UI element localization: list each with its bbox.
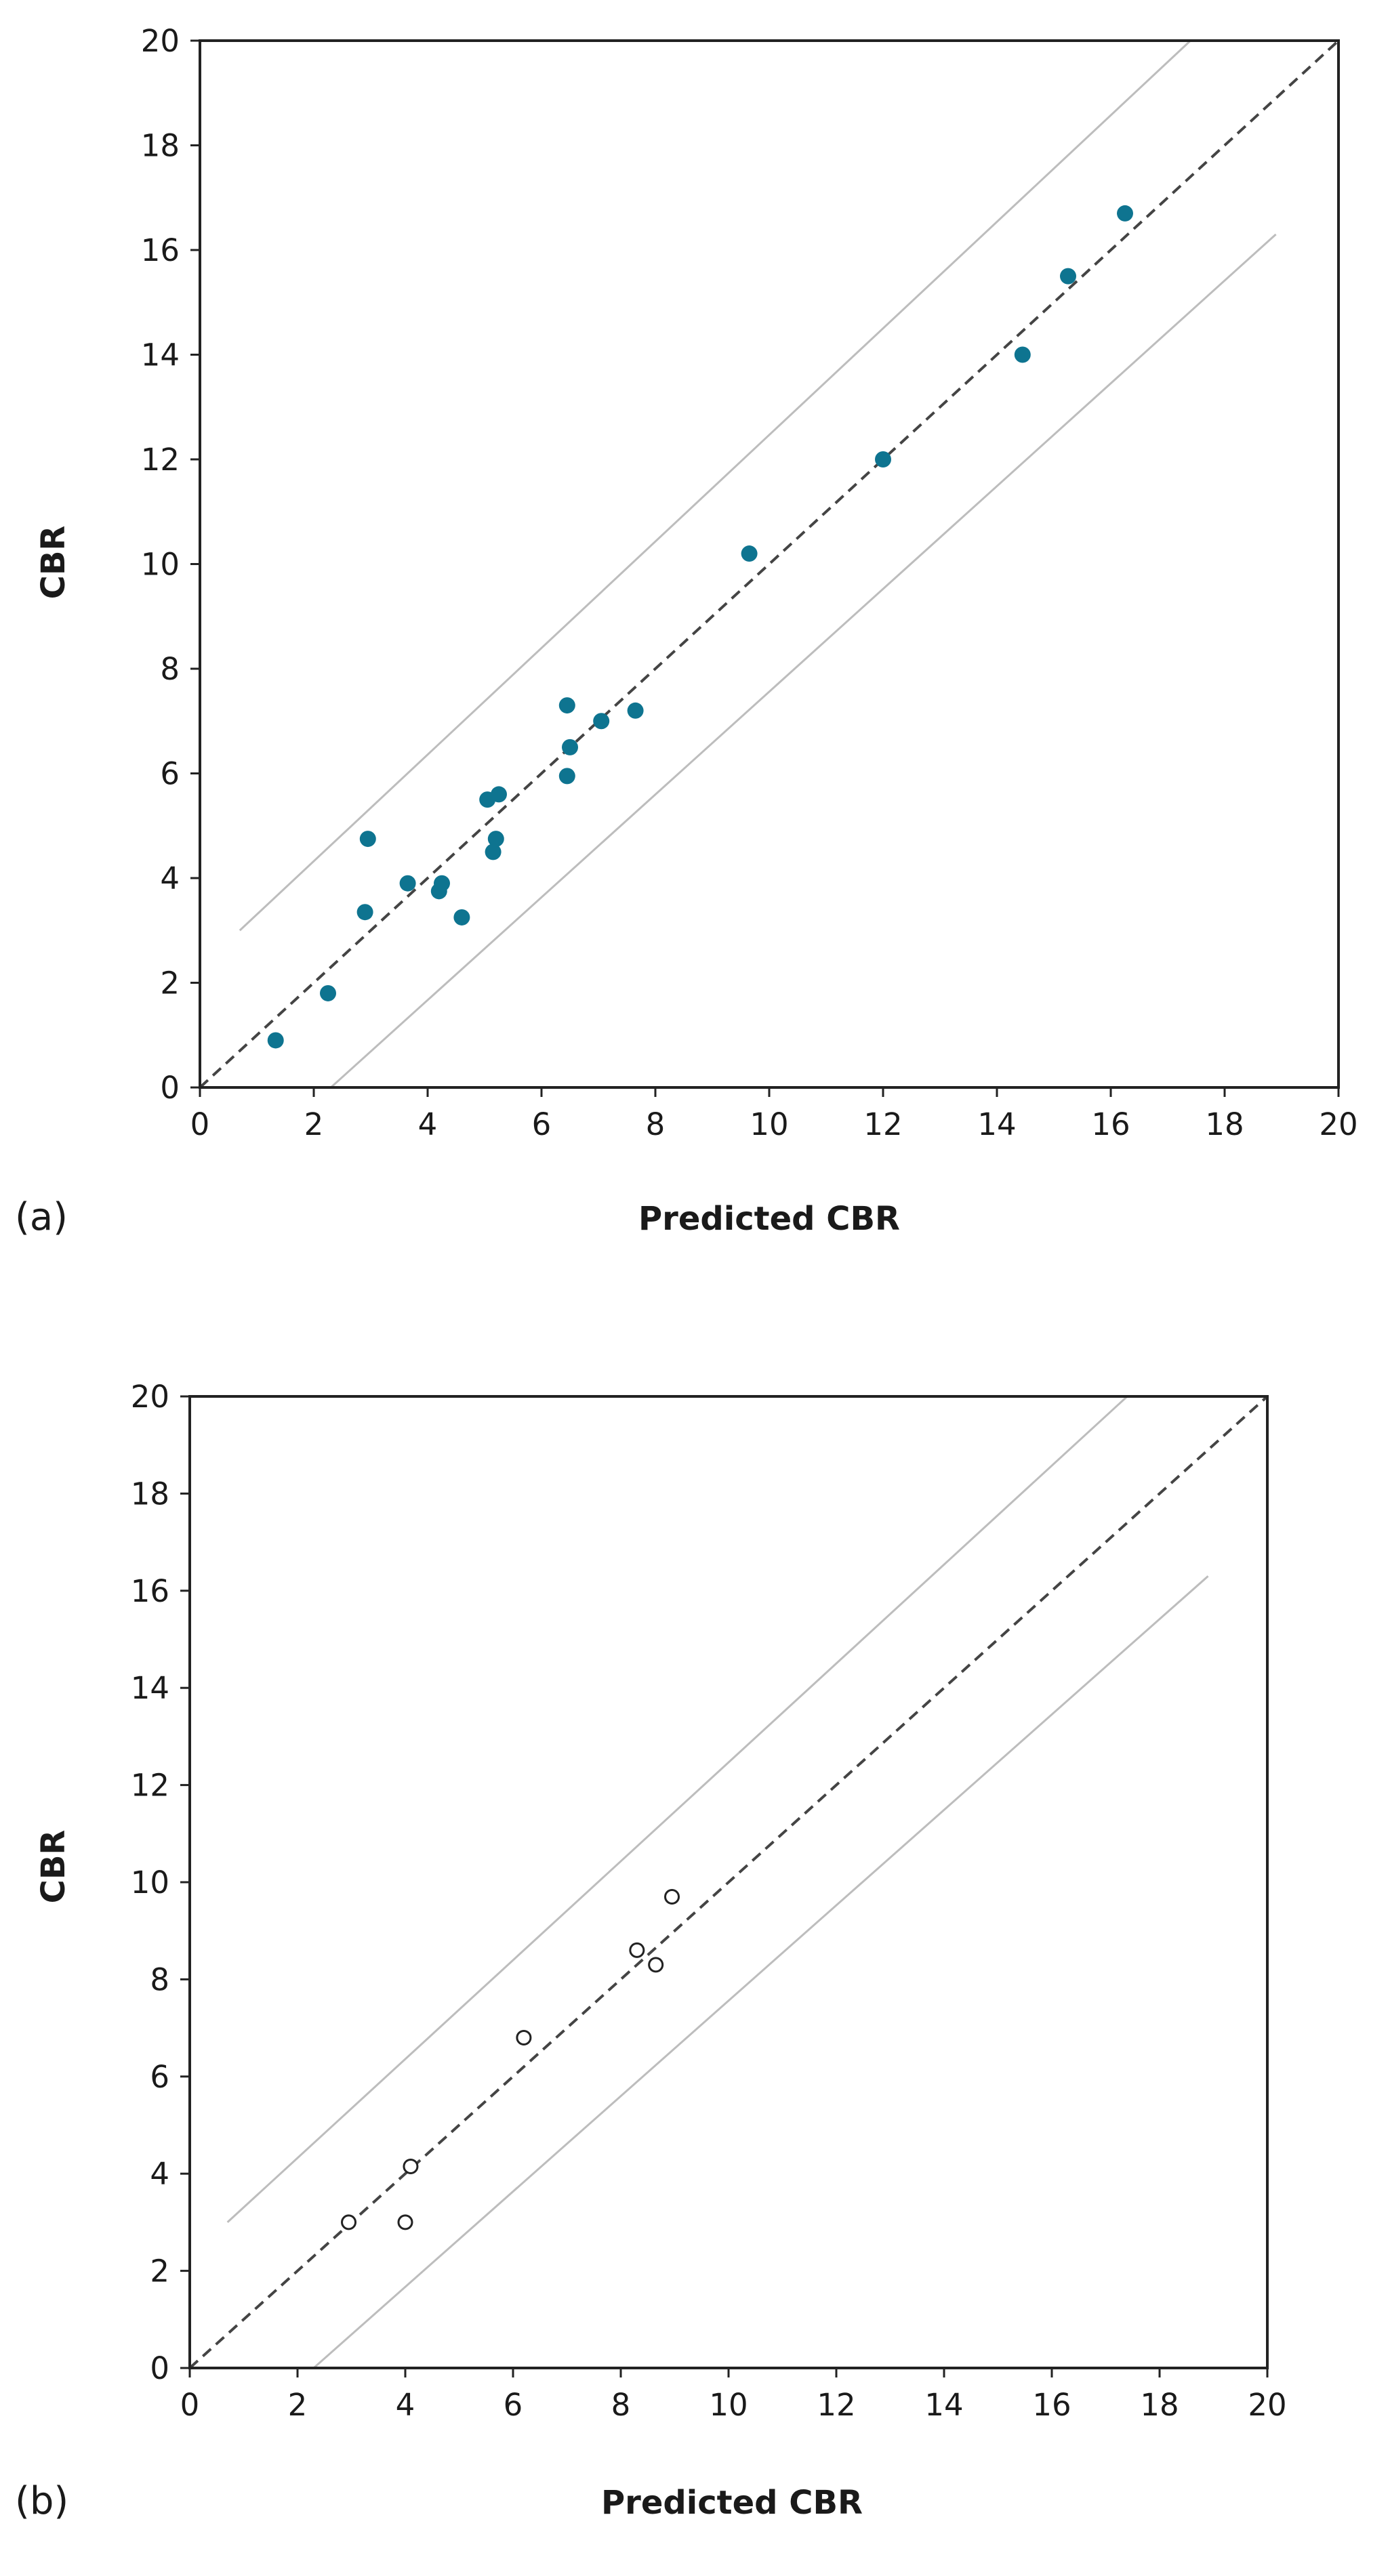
x-tick-label: 2 [304,1106,324,1142]
data-point [359,831,376,848]
data-point [558,697,575,714]
x-tick-label: 0 [190,1106,210,1142]
y-tick-label: 16 [141,232,180,268]
y-tick-label: 4 [160,860,180,896]
data-point [487,831,504,848]
panel-label-b: (b) [15,2479,68,2523]
data-point [356,904,373,921]
bound-line [239,39,1191,932]
data-point [403,2158,419,2174]
x-tick-label: 10 [709,2387,748,2423]
data-point [629,1942,645,1958]
data-point [558,768,575,785]
y-tick-label: 4 [150,2156,169,2192]
x-tick-label: 0 [180,2387,200,2423]
x-tick-label: 16 [1091,1106,1130,1142]
y-tick-label: 10 [141,547,180,583]
x-axis-title: Predicted CBR [638,1200,900,1238]
y-axis-ticks: 0 2 4 6 8 10 12 14 16 18 20 [141,23,200,1106]
y-tick-label: 10 [131,1865,169,1900]
y-axis-ticks: 0 2 4 6 8 10 12 14 16 18 20 [131,1379,190,2386]
y-tick-label: 16 [131,1573,169,1609]
bound-line [312,1575,1209,2369]
panel-label-a: (a) [15,1195,68,1239]
x-tick-label: 14 [924,2387,963,2423]
x-tick-label: 12 [863,1106,902,1142]
y-tick-label: 18 [141,128,180,164]
chart-panel-b: 0 2 4 6 8 10 12 14 16 18 20 0 2 4 6 8 10 12 14 16 18 20 Pred… [15,1379,1287,2523]
y-tick-label: 14 [141,337,180,373]
chart-panel-a: 0 2 4 6 8 10 12 14 16 18 20 0 2 4 6 8 10 12 14 16 18 20 Pred… [15,23,1358,1239]
y-axis-title: CBR [35,526,73,600]
data-point [341,2214,357,2230]
y-tick-label: 8 [150,1961,169,1997]
equality-line [188,1395,1269,2369]
data-point [267,1032,284,1049]
data-point [1060,268,1076,285]
y-tick-label: 12 [141,442,180,478]
data-point [875,451,891,468]
y-tick-label: 8 [160,651,180,687]
x-tick-label: 20 [1248,2387,1286,2423]
y-tick-label: 20 [141,23,180,59]
x-tick-label: 10 [750,1106,788,1142]
x-axis-ticks: 0 2 4 6 8 10 12 14 16 18 20 [190,1087,1358,1142]
data-point [1014,346,1031,363]
y-tick-label: 18 [131,1476,169,1512]
x-tick-label: 14 [977,1106,1016,1142]
y-tick-label: 20 [131,1379,169,1415]
x-tick-label: 18 [1205,1106,1244,1142]
y-tick-label: 12 [131,1768,169,1804]
x-tick-label: 4 [396,2387,415,2423]
bound-line [330,233,1277,1089]
x-axis-title: Predicted CBR [601,2484,863,2522]
y-tick-label: 6 [150,2059,169,2095]
data-point [648,1957,664,1973]
data-point [485,844,502,860]
data-point [320,984,336,1001]
x-tick-label: 16 [1032,2387,1071,2423]
data-point [491,786,507,803]
x-tick-label: 2 [288,2387,308,2423]
reference-lines [199,39,1340,1089]
data-point [664,1889,680,1905]
x-tick-label: 4 [418,1106,438,1142]
data-point [627,702,644,719]
data-point [593,713,610,730]
data-point [1117,205,1133,222]
data-point [397,2214,413,2230]
data-point [741,545,758,562]
data-points [267,205,1133,1049]
x-tick-label: 8 [611,2387,631,2423]
y-axis-title: CBR [35,1830,73,1904]
data-points [341,1889,680,2230]
x-tick-label: 6 [532,1106,552,1142]
equality-line [199,39,1340,1089]
x-axis-ticks: 0 2 4 6 8 10 12 14 16 18 20 [180,2368,1287,2423]
data-point [516,2029,532,2045]
x-tick-label: 20 [1319,1106,1357,1142]
y-tick-label: 0 [160,1070,180,1106]
data-point [399,875,416,892]
x-tick-label: 18 [1140,2387,1179,2423]
bound-line [226,1395,1128,2224]
data-point [562,739,578,755]
y-tick-label: 14 [131,1670,169,1706]
data-point [453,909,470,926]
x-tick-label: 6 [504,2387,523,2423]
y-tick-label: 2 [150,2253,169,2289]
x-tick-label: 12 [817,2387,855,2423]
y-tick-label: 0 [150,2350,169,2386]
reference-lines [188,1395,1269,2369]
y-tick-label: 6 [160,756,180,792]
y-tick-label: 2 [160,965,180,1001]
x-tick-label: 8 [646,1106,666,1142]
data-point [434,875,450,892]
